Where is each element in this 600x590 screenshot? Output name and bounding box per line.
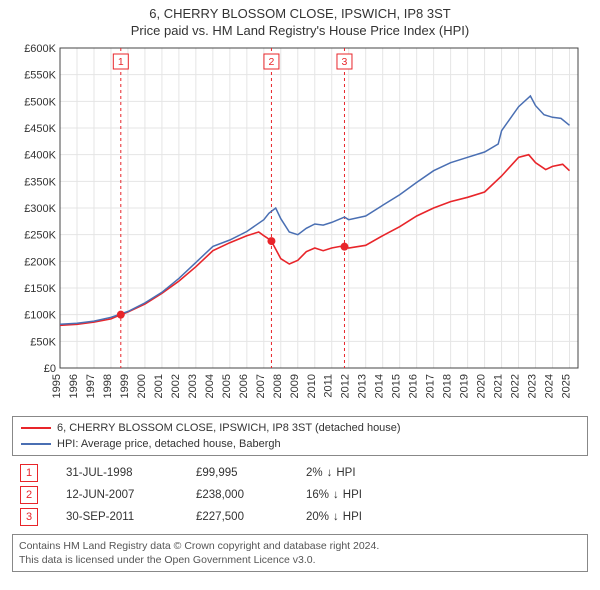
svg-text:2007: 2007: [255, 374, 267, 398]
sale-date: 31-JUL-1998: [66, 467, 196, 479]
svg-text:£200K: £200K: [24, 256, 56, 268]
legend-item-1: 6, CHERRY BLOSSOM CLOSE, IPSWICH, IP8 3S…: [21, 420, 579, 436]
svg-text:2010: 2010: [306, 374, 318, 398]
svg-text:£500K: £500K: [24, 96, 56, 108]
sale-price: £238,000: [196, 489, 306, 501]
svg-text:2025: 2025: [561, 374, 573, 398]
svg-text:£250K: £250K: [24, 230, 56, 242]
chart-title: 6, CHERRY BLOSSOM CLOSE, IPSWICH, IP8 3S…: [12, 6, 588, 21]
sale-diff: 16% HPI: [306, 489, 362, 501]
svg-text:£50K: £50K: [30, 336, 56, 348]
sales-table: 1 31-JUL-1998£99,9952% HPI 2 12-JUN-2007£23…: [12, 462, 588, 528]
svg-text:2024: 2024: [544, 374, 556, 398]
sale-price: £99,995: [196, 467, 306, 479]
svg-text:£350K: £350K: [24, 176, 56, 188]
sale-diff: 20% HPI: [306, 511, 362, 523]
svg-text:2001: 2001: [153, 374, 165, 398]
svg-text:£100K: £100K: [24, 310, 56, 322]
legend-swatch-2: [21, 443, 51, 445]
sale-marker-3: 3: [20, 508, 38, 526]
legend-label-2: HPI: Average price, detached house, Babe…: [57, 438, 281, 450]
svg-text:2012: 2012: [340, 374, 352, 398]
svg-text:1998: 1998: [102, 374, 114, 398]
legend-box: 6, CHERRY BLOSSOM CLOSE, IPSWICH, IP8 3S…: [12, 416, 588, 456]
svg-text:£450K: £450K: [24, 123, 56, 135]
svg-text:2002: 2002: [170, 374, 182, 398]
svg-text:£0: £0: [44, 363, 56, 375]
svg-text:2005: 2005: [221, 374, 233, 398]
svg-text:£400K: £400K: [24, 150, 56, 162]
down-arrow-icon: [333, 511, 339, 523]
svg-text:2004: 2004: [204, 374, 216, 398]
sale-date: 30-SEP-2011: [66, 511, 196, 523]
legend-item-2: HPI: Average price, detached house, Babe…: [21, 436, 579, 452]
down-arrow-icon: [327, 467, 333, 479]
svg-text:2016: 2016: [408, 374, 420, 398]
svg-text:£150K: £150K: [24, 283, 56, 295]
svg-text:2017: 2017: [425, 374, 437, 398]
footer-line-2: This data is licensed under the Open Gov…: [19, 553, 581, 567]
svg-text:2014: 2014: [374, 374, 386, 398]
svg-text:1999: 1999: [119, 374, 131, 398]
svg-text:2021: 2021: [493, 374, 505, 398]
line-chart: £0 £50K £100K £150K £200K £250K £300K £350K £400…: [12, 42, 588, 412]
svg-text:1997: 1997: [85, 374, 97, 398]
chart-subtitle: Price paid vs. HM Land Registry's House …: [12, 23, 588, 38]
footer-line-1: Contains HM Land Registry data © Crown c…: [19, 539, 581, 553]
svg-text:£600K: £600K: [24, 43, 56, 55]
svg-text:2013: 2013: [357, 374, 369, 398]
svg-text:£300K: £300K: [24, 203, 56, 215]
svg-text:2009: 2009: [289, 374, 301, 398]
svg-text:£550K: £550K: [24, 70, 56, 82]
svg-text:2008: 2008: [272, 374, 284, 398]
svg-text:2000: 2000: [136, 374, 148, 398]
sale-diff: 2% HPI: [306, 467, 356, 479]
svg-text:2: 2: [269, 56, 275, 68]
svg-text:2003: 2003: [187, 374, 199, 398]
svg-text:2015: 2015: [391, 374, 403, 398]
sale-row: 2 12-JUN-2007£238,00016% HPI: [12, 484, 588, 506]
svg-text:2019: 2019: [459, 374, 471, 398]
svg-text:1: 1: [118, 56, 124, 68]
sale-marker-1: 1: [20, 464, 38, 482]
svg-text:2023: 2023: [527, 374, 539, 398]
legend-swatch-1: [21, 427, 51, 429]
sale-marker-2: 2: [20, 486, 38, 504]
down-arrow-icon: [333, 489, 339, 501]
svg-text:2022: 2022: [510, 374, 522, 398]
svg-text:1995: 1995: [51, 374, 63, 398]
svg-text:2018: 2018: [442, 374, 454, 398]
footer-attribution: Contains HM Land Registry data © Crown c…: [12, 534, 588, 572]
sale-date: 12-JUN-2007: [66, 489, 196, 501]
legend-label-1: 6, CHERRY BLOSSOM CLOSE, IPSWICH, IP8 3S…: [57, 422, 401, 434]
sale-price: £227,500: [196, 511, 306, 523]
sale-row: 3 30-SEP-2011£227,50020% HPI: [12, 506, 588, 528]
svg-text:1996: 1996: [68, 374, 80, 398]
svg-text:2020: 2020: [476, 374, 488, 398]
svg-text:2006: 2006: [238, 374, 250, 398]
svg-text:2011: 2011: [323, 374, 335, 398]
sale-row: 1 31-JUL-1998£99,9952% HPI: [12, 462, 588, 484]
svg-text:3: 3: [342, 56, 348, 68]
